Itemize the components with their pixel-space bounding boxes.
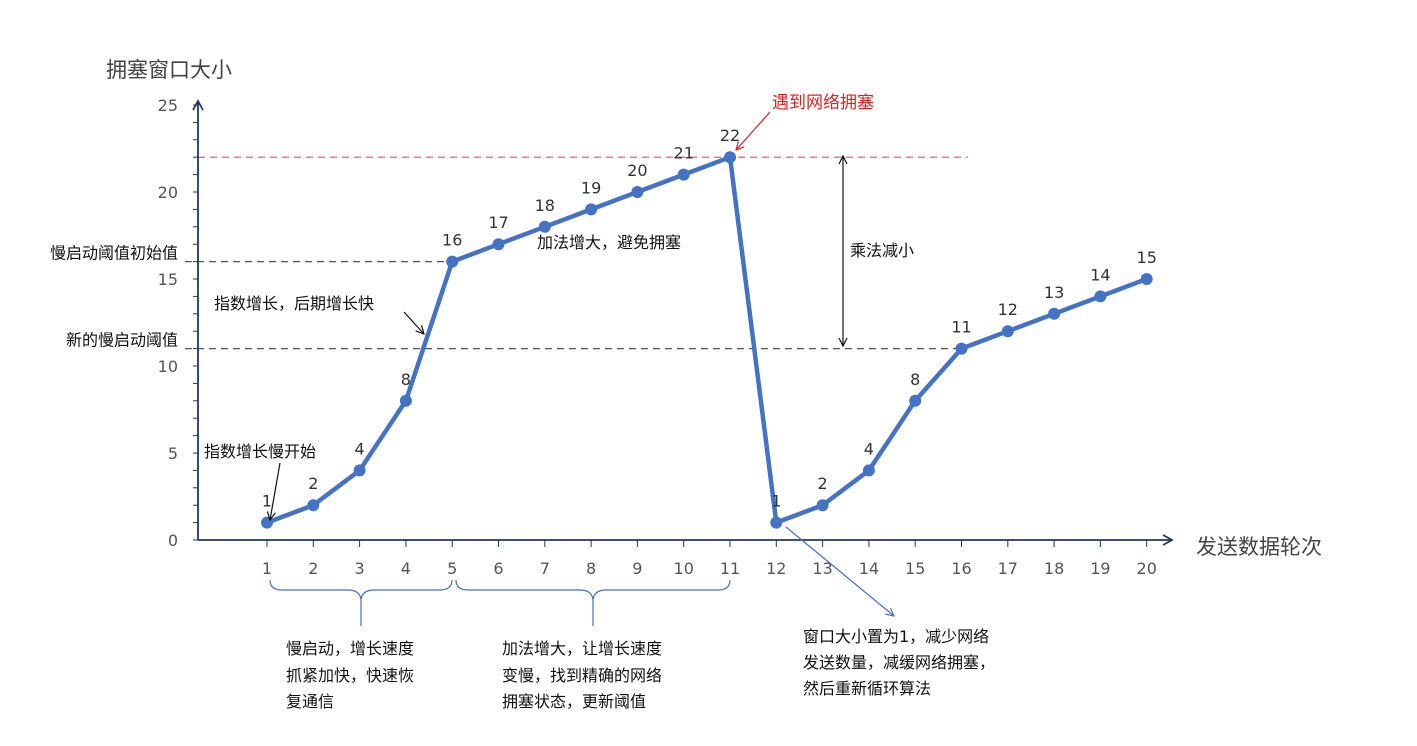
data-point [538,220,551,233]
multiplicative-decrease-annotation: 乘法减小 [850,241,914,260]
data-label: 17 [488,213,508,232]
y-tick-label: 0 [168,531,178,550]
slow-start-line-2: 抓紧加快，快速恢 [286,666,414,685]
x-tick-label: 6 [493,559,503,578]
data-point [492,238,505,251]
reference-line-label: 慢启动阈值初始值 [50,244,178,263]
x-tick-label: 9 [632,559,642,578]
reference-line-label: 新的慢启动阈值 [66,331,178,350]
x-tick-label: 4 [401,559,411,578]
data-label: 8 [401,370,411,389]
reset-line-1: 窗口大小置为1，减少网络 [803,627,989,646]
additive-line-3: 拥塞状态，更新阈值 [502,692,646,711]
x-axis-title: 发送数据轮次 [1196,535,1322,559]
congestion-annotation: 遇到网络拥塞 [772,93,874,113]
y-tick-label: 5 [168,444,178,463]
data-point [677,168,690,181]
data-label: 1 [262,492,272,511]
y-tick-label: 10 [158,357,178,376]
data-label: 16 [442,231,462,250]
additive-line-2: 变慢，找到精确的网络 [502,666,662,685]
data-point [862,464,875,477]
data-label: 20 [627,161,647,180]
data-label: 13 [1044,283,1064,302]
data-point [724,151,736,164]
data-point [585,203,598,216]
data-point [446,255,459,268]
data-label: 2 [308,474,318,493]
data-point [261,516,273,529]
data-label: 19 [581,178,601,197]
data-point [631,186,644,198]
data-label: 2 [818,474,828,493]
x-tick-label: 18 [1044,559,1064,578]
reset-line-2: 发送数量，减缓网络拥塞， [803,653,995,672]
data-label: 4 [355,439,365,458]
data-label: 14 [1090,265,1110,284]
x-tick-label: 16 [951,559,971,578]
x-tick-label: 14 [859,559,879,578]
additive-description: 加法增大，让增长速度 变慢，找到精确的网络 拥塞状态，更新阈值 [502,639,662,711]
reset-arrow [785,526,894,616]
data-label: 11 [951,318,971,337]
y-tick-label: 15 [158,270,178,289]
slow-start-brace [269,579,453,626]
series-line [266,154,1148,525]
additive-increase-annotation: 加法增大，避免拥塞 [537,233,681,252]
data-point [1094,290,1107,303]
x-tick-label: 13 [812,559,832,578]
x-tick-label: 20 [1137,559,1157,578]
x-tick-label: 2 [308,559,318,578]
additive-brace [455,579,731,626]
x-tick-label: 5 [447,559,457,578]
additive-line-1: 加法增大，让增长速度 [502,639,662,658]
exp-growth-start-annotation: 指数增长慢开始 [204,442,316,461]
x-tick-label: 12 [766,559,786,578]
x-tick-label: 15 [905,559,925,578]
slow-start-line-1: 慢启动，增长速度 [286,639,414,658]
x-tick-label: 19 [1090,559,1110,578]
congestion-arrow [736,111,771,150]
slow-start-description: 慢启动，增长速度 抓紧加快，快速恢 复通信 [286,639,414,711]
exp-growth-start-arrow [270,462,281,520]
data-point [1048,307,1061,320]
y-tick-label: 25 [158,96,178,115]
x-tick-label: 3 [355,559,365,578]
x-tick-label: 17 [998,559,1018,578]
data-label: 21 [674,144,694,163]
data-point [909,394,922,407]
y-axis-title: 拥塞窗口大小 [106,58,232,82]
data-label: 12 [998,300,1018,319]
data-label: 22 [720,126,740,145]
data-label: 8 [910,370,920,389]
data-label: 4 [864,439,874,458]
data-point [770,516,783,529]
reset-description: 窗口大小置为1，减少网络 发送数量，减缓网络拥塞， 然后重新循环算法 [803,627,995,698]
data-point [307,499,320,512]
data-point [353,464,366,477]
exp-growth-late-arrow [403,311,424,334]
slow-start-line-3: 复通信 [286,692,334,711]
data-label: 18 [535,196,555,215]
x-tick-label: 8 [586,559,596,578]
exp-growth-late-annotation: 指数增长，后期增长快 [214,294,374,313]
series [261,151,1153,529]
reset-line-3: 然后重新循环算法 [803,679,931,698]
data-label: 1 [771,492,781,511]
data-label: 15 [1137,248,1157,267]
x-tick-label: 7 [540,559,550,578]
x-tick-label: 10 [674,559,694,578]
data-point [399,394,412,407]
data-point [1001,325,1014,338]
data-point [816,499,829,512]
x-tick-label: 11 [720,559,740,578]
y-tick-label: 20 [158,183,178,202]
data-point [955,342,968,355]
data-point [1140,273,1153,285]
x-tick-label: 1 [262,559,272,578]
